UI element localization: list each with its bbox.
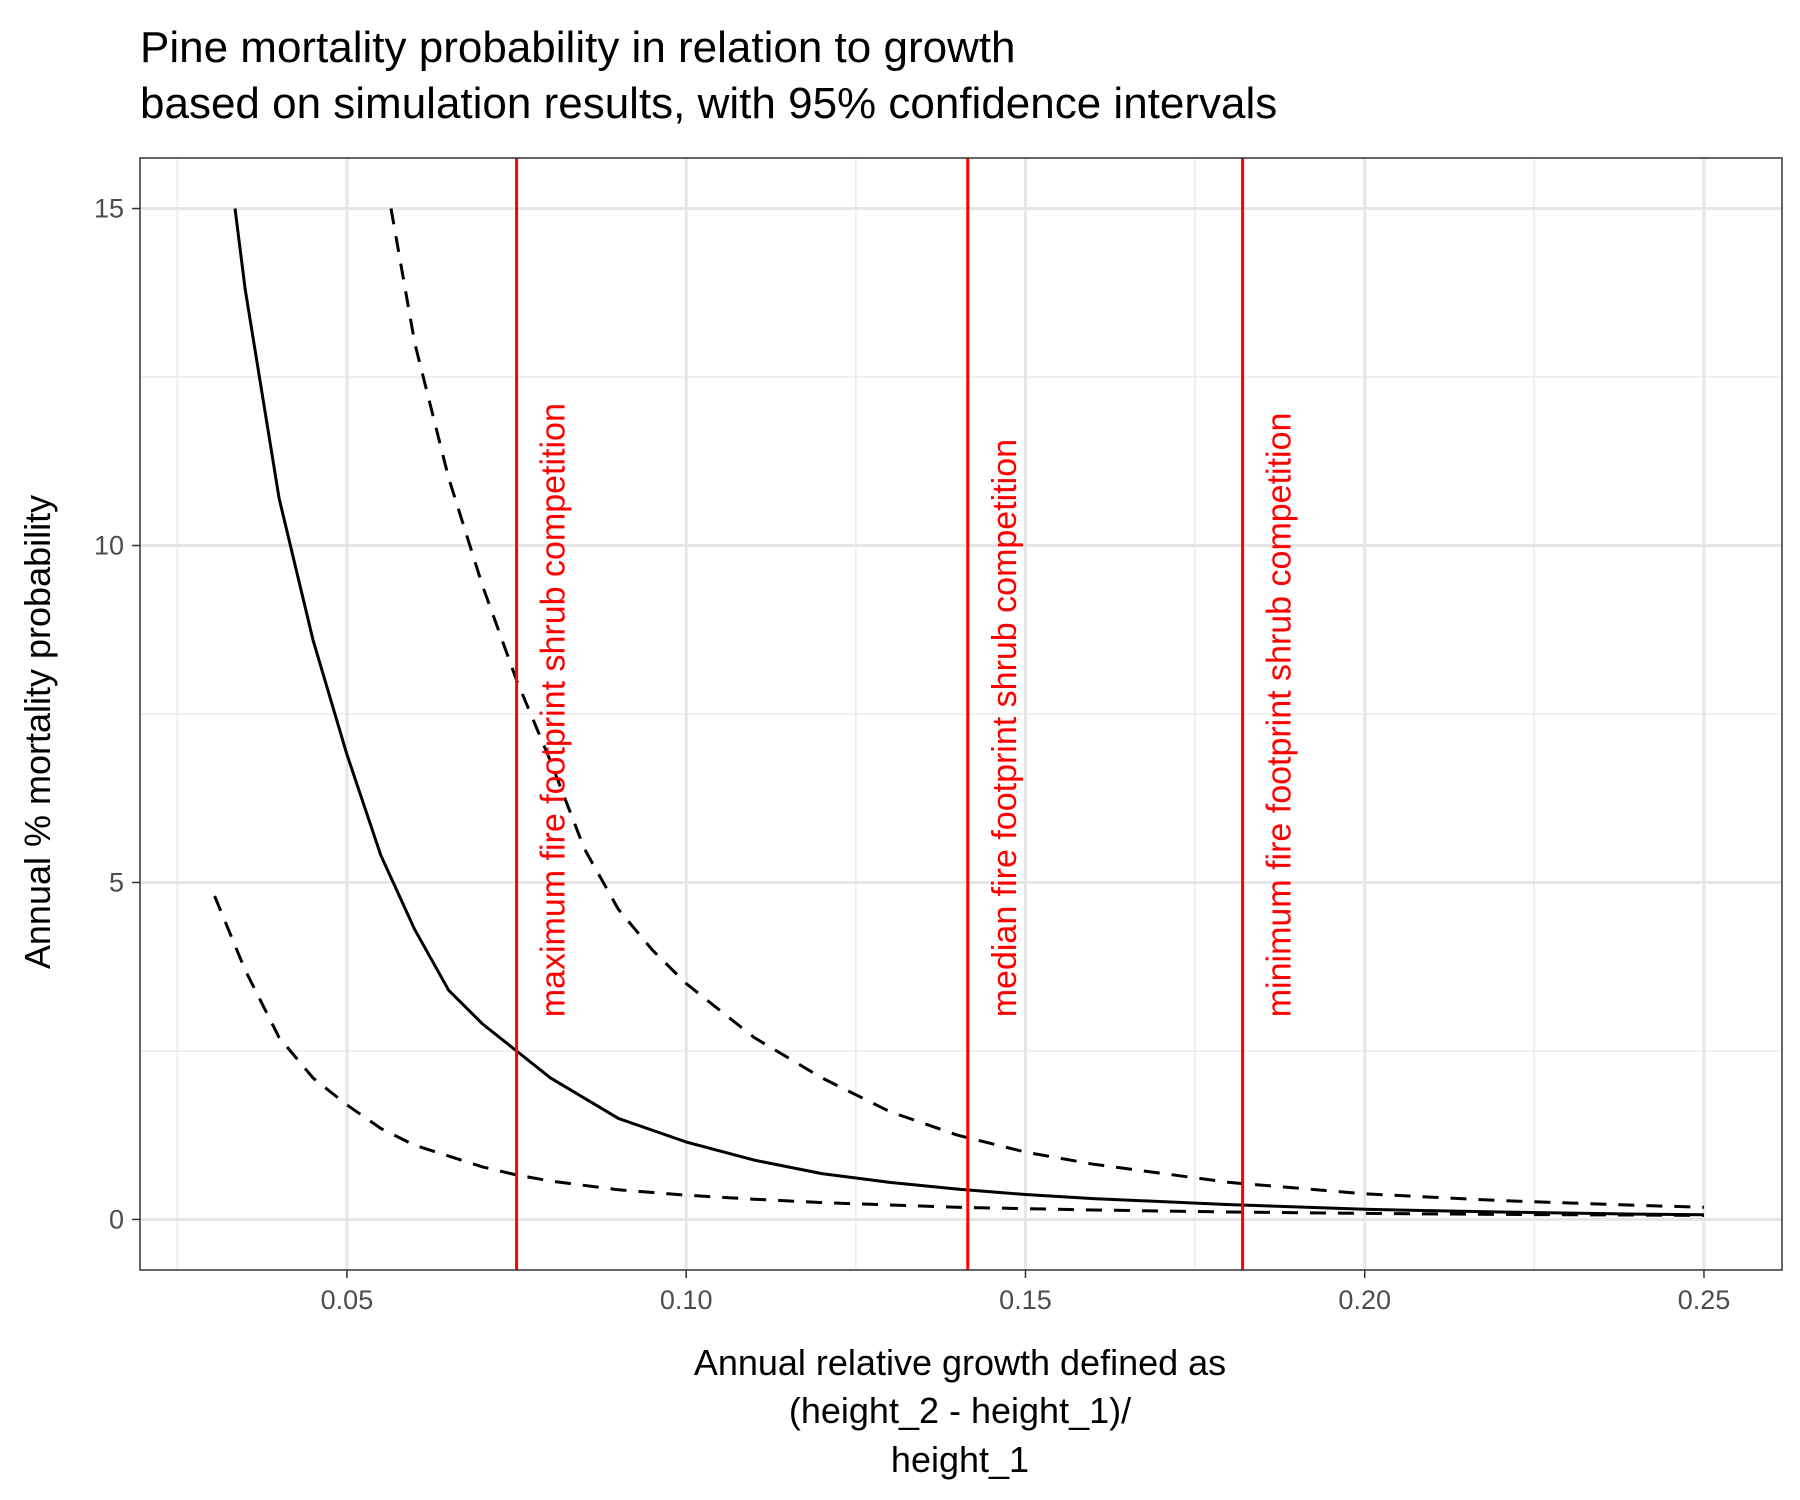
y-tick-label: 15 bbox=[94, 194, 124, 224]
y-tick-label: 0 bbox=[109, 1204, 124, 1234]
y-axis-title: Annual % mortality probability bbox=[17, 495, 58, 969]
mortality-curve bbox=[233, 208, 1705, 1217]
chart-title-line-2: based on simulation results, with 95% co… bbox=[140, 79, 1277, 128]
axes: 0.05 0.10 0.15 0.20 0.25 0 5 10 15 bbox=[94, 157, 1783, 1315]
x-tick-label: 0.15 bbox=[999, 1285, 1052, 1315]
vline-label-2: minimum fire footprint shrub competition bbox=[1261, 413, 1299, 1018]
y-tick-label: 5 bbox=[109, 867, 124, 897]
x-tick-label: 0.10 bbox=[660, 1285, 713, 1315]
confidence-interval-line-2 bbox=[213, 895, 1705, 1217]
confidence-interval-line-1 bbox=[389, 208, 1705, 1209]
x-axis-title-line-1: Annual relative growth defined as bbox=[694, 1342, 1226, 1383]
x-tick-label: 0.05 bbox=[321, 1285, 374, 1315]
vline-label-1: median fire footprint shrub competition bbox=[986, 439, 1024, 1017]
x-axis-title-line-3: height_1 bbox=[891, 1439, 1029, 1480]
y-tick-label: 10 bbox=[94, 531, 124, 561]
chart-title-line-1: Pine mortality probability in relation t… bbox=[140, 23, 1016, 72]
plot-border bbox=[139, 157, 1783, 1271]
x-tick-label: 0.20 bbox=[1338, 1285, 1391, 1315]
x-axis-title-line-2: (height_2 - height_1)/ bbox=[789, 1390, 1131, 1431]
x-tick-label: 0.25 bbox=[1678, 1285, 1731, 1315]
plot-area: maximum fire footprint shrub competition… bbox=[140, 158, 1782, 1270]
vline-label-0: maximum fire footprint shrub competition bbox=[535, 403, 573, 1017]
